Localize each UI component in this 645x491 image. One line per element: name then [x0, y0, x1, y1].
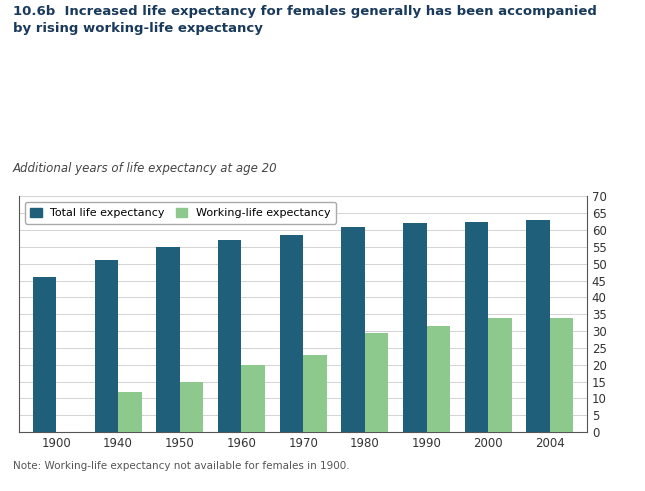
Bar — [33, 277, 56, 432]
Legend: Total life expectancy, Working-life expectancy: Total life expectancy, Working-life expe… — [25, 202, 336, 223]
Bar — [95, 260, 118, 432]
Bar — [156, 247, 180, 432]
Bar — [341, 227, 365, 432]
Bar — [550, 318, 573, 432]
Bar — [280, 235, 303, 432]
Bar — [365, 333, 388, 432]
Bar — [526, 220, 550, 432]
Bar — [218, 240, 241, 432]
Text: Additional years of life expectancy at age 20: Additional years of life expectancy at a… — [13, 162, 277, 175]
Bar — [303, 355, 326, 432]
Bar — [118, 392, 141, 432]
Text: 10.6b  Increased life expectancy for females generally has been accompanied
by r: 10.6b Increased life expectancy for fema… — [13, 5, 597, 35]
Bar — [426, 326, 450, 432]
Text: Note: Working-life expectancy not available for females in 1900.: Note: Working-life expectancy not availa… — [13, 462, 350, 471]
Bar — [241, 365, 265, 432]
Bar — [403, 223, 426, 432]
Bar — [488, 318, 511, 432]
Bar — [180, 382, 203, 432]
Bar — [465, 221, 488, 432]
